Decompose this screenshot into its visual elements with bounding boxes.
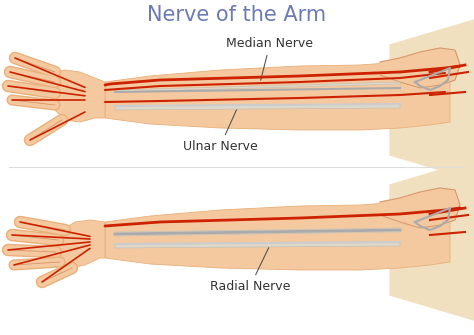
- Polygon shape: [50, 70, 105, 122]
- Polygon shape: [380, 188, 460, 228]
- Polygon shape: [380, 48, 460, 88]
- Text: Ulnar Nerve: Ulnar Nerve: [182, 105, 257, 153]
- Polygon shape: [115, 242, 400, 248]
- Text: Median Nerve: Median Nerve: [227, 37, 313, 80]
- Polygon shape: [105, 200, 450, 270]
- Polygon shape: [115, 104, 400, 110]
- Polygon shape: [105, 60, 450, 130]
- Polygon shape: [115, 82, 400, 92]
- Text: Nerve of the Arm: Nerve of the Arm: [147, 5, 327, 25]
- Text: Radial Nerve: Radial Nerve: [210, 248, 290, 293]
- Polygon shape: [390, 20, 474, 180]
- Polygon shape: [52, 220, 105, 268]
- Polygon shape: [390, 160, 474, 320]
- Polygon shape: [115, 228, 400, 236]
